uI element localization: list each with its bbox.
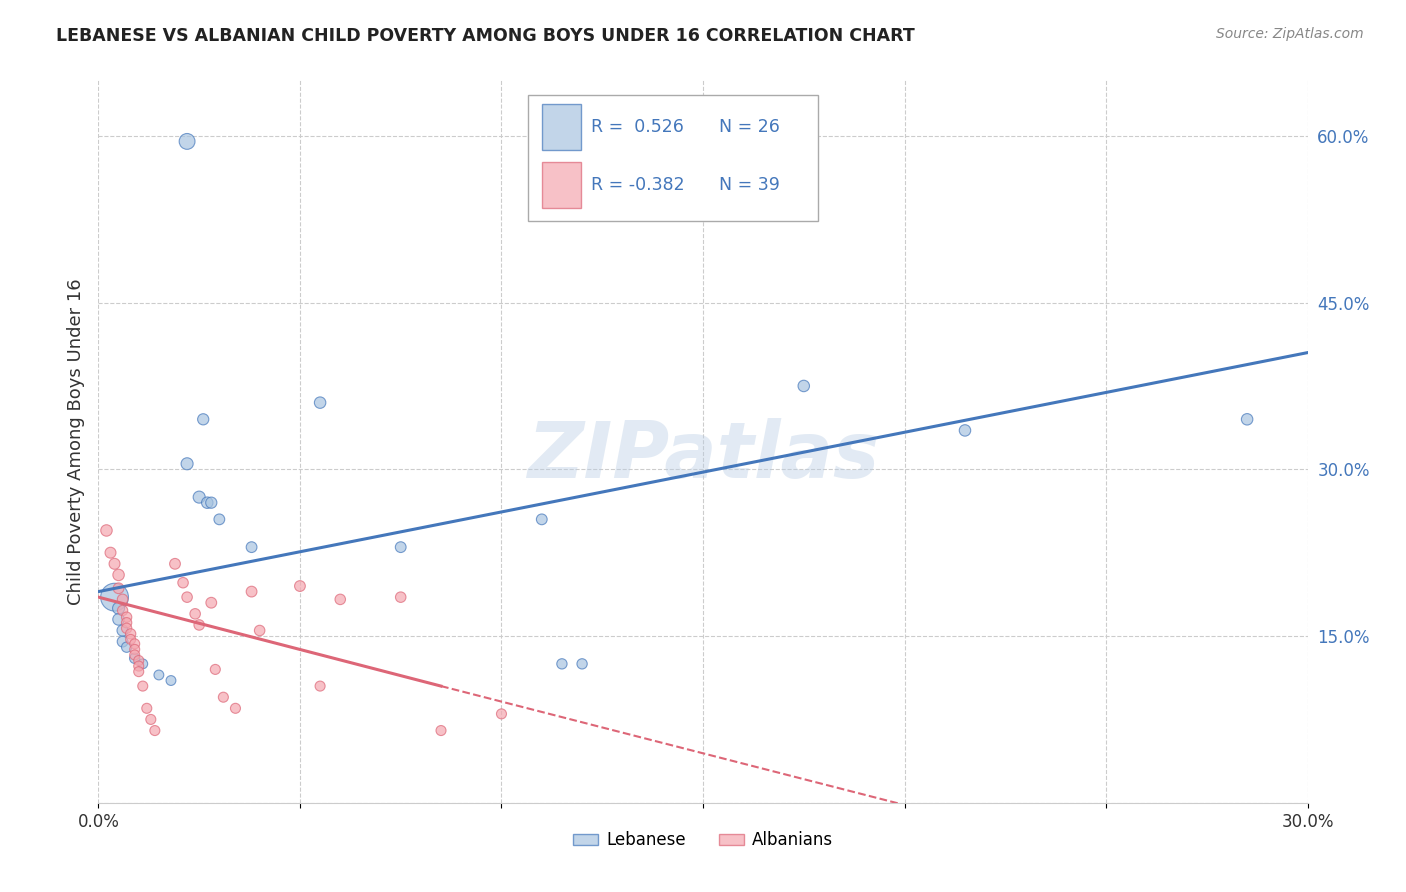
- Point: [100, 546, 122, 560]
- Point: [115, 640, 138, 655]
- Point: [172, 575, 194, 590]
- Point: [96, 524, 118, 538]
- FancyBboxPatch shape: [543, 104, 581, 150]
- Point: [107, 581, 129, 595]
- Text: Source: ZipAtlas.com: Source: ZipAtlas.com: [1216, 27, 1364, 41]
- Point: [111, 624, 134, 638]
- Point: [309, 395, 332, 409]
- Point: [124, 642, 146, 657]
- Point: [309, 679, 332, 693]
- Text: N = 39: N = 39: [718, 176, 779, 194]
- Point: [184, 607, 207, 621]
- Point: [128, 659, 150, 673]
- Point: [224, 701, 246, 715]
- Point: [107, 612, 129, 626]
- Point: [128, 653, 150, 667]
- Point: [329, 592, 352, 607]
- Point: [491, 706, 513, 721]
- Point: [103, 557, 125, 571]
- Point: [132, 657, 155, 671]
- Point: [195, 496, 218, 510]
- Point: [111, 592, 134, 607]
- Point: [249, 624, 271, 638]
- Point: [120, 627, 142, 641]
- Point: [176, 135, 198, 149]
- Point: [551, 657, 574, 671]
- Point: [160, 673, 183, 688]
- Point: [204, 662, 226, 676]
- Point: [107, 568, 129, 582]
- Text: LEBANESE VS ALBANIAN CHILD POVERTY AMONG BOYS UNDER 16 CORRELATION CHART: LEBANESE VS ALBANIAN CHILD POVERTY AMONG…: [56, 27, 915, 45]
- Point: [430, 723, 453, 738]
- Legend: Lebanese, Albanians: Lebanese, Albanians: [567, 824, 839, 856]
- Point: [240, 540, 263, 554]
- Point: [176, 590, 198, 604]
- Point: [188, 490, 211, 504]
- Point: [120, 632, 142, 647]
- Point: [176, 457, 198, 471]
- Point: [212, 690, 235, 705]
- FancyBboxPatch shape: [543, 162, 581, 208]
- Point: [115, 610, 138, 624]
- Point: [188, 618, 211, 632]
- Text: R = -0.382: R = -0.382: [591, 176, 685, 194]
- Point: [115, 615, 138, 630]
- Point: [148, 668, 170, 682]
- Point: [200, 596, 222, 610]
- Point: [124, 648, 146, 662]
- Point: [143, 723, 166, 738]
- Point: [124, 651, 146, 665]
- Point: [128, 665, 150, 679]
- Point: [200, 496, 222, 510]
- Point: [103, 590, 125, 604]
- Text: N = 26: N = 26: [718, 119, 779, 136]
- Point: [953, 424, 976, 438]
- Point: [132, 679, 155, 693]
- Point: [389, 540, 412, 554]
- Point: [208, 512, 231, 526]
- FancyBboxPatch shape: [527, 95, 818, 221]
- Point: [111, 603, 134, 617]
- Point: [1236, 412, 1258, 426]
- Point: [139, 713, 162, 727]
- Text: R =  0.526: R = 0.526: [591, 119, 683, 136]
- Y-axis label: Child Poverty Among Boys Under 16: Child Poverty Among Boys Under 16: [66, 278, 84, 605]
- Point: [107, 601, 129, 615]
- Point: [193, 412, 215, 426]
- Point: [571, 657, 593, 671]
- Point: [135, 701, 157, 715]
- Point: [163, 557, 186, 571]
- Point: [240, 584, 263, 599]
- Point: [288, 579, 311, 593]
- Point: [115, 621, 138, 635]
- Point: [793, 379, 815, 393]
- Point: [124, 637, 146, 651]
- Text: ZIPatlas: ZIPatlas: [527, 418, 879, 494]
- Point: [111, 634, 134, 648]
- Point: [530, 512, 553, 526]
- Point: [389, 590, 412, 604]
